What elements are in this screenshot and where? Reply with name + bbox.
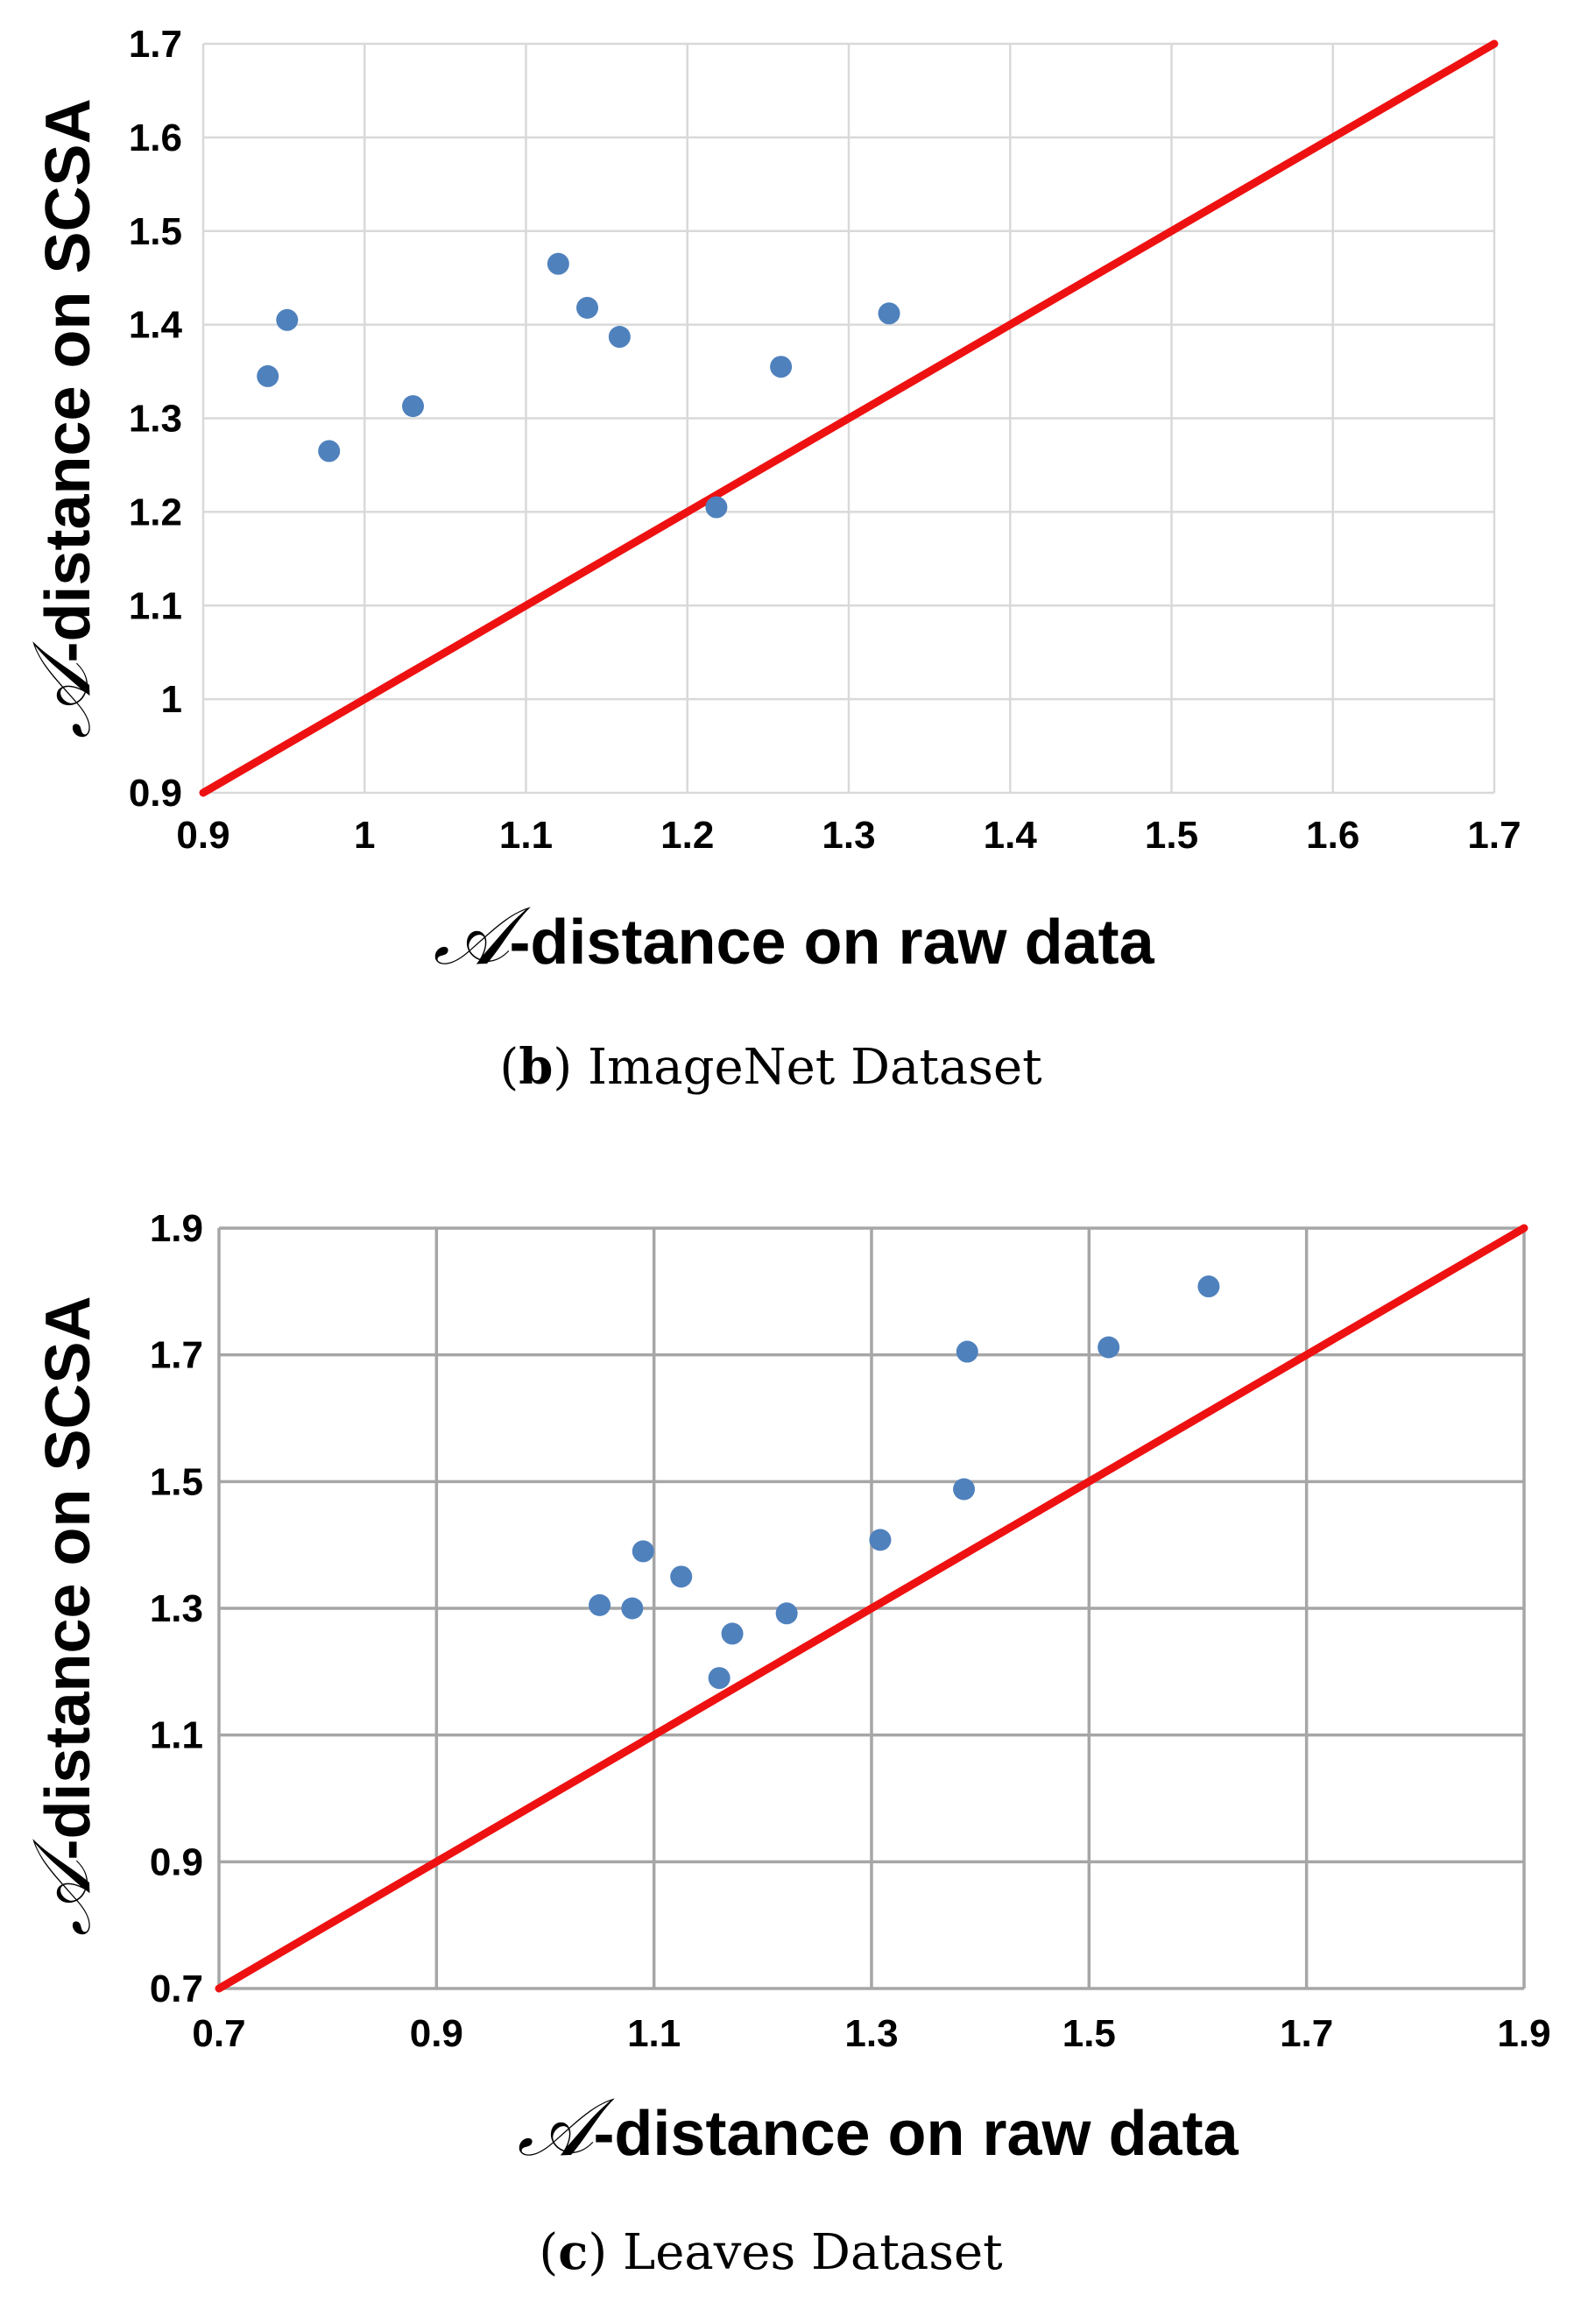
- y-axis-title: 𝒜-distance on SCSA: [15, 1296, 109, 1936]
- data-point: [318, 440, 341, 463]
- y-tick-label: 0.9: [129, 772, 182, 815]
- y-tick-label: 1.3: [150, 1587, 203, 1630]
- caption-title: ImageNet Dataset: [588, 1039, 1042, 1096]
- x-axis-title-text: -distance on raw data: [509, 908, 1154, 978]
- x-tick-label: 1.5: [1062, 2012, 1116, 2055]
- data-point: [705, 496, 728, 519]
- data-point: [775, 1602, 798, 1625]
- data-point: [670, 1565, 693, 1588]
- x-tick-labels: 0.7 0.9 1.1 1.3 1.5 1.7 1.9: [192, 2012, 1550, 2055]
- caption-title: Leaves Dataset: [623, 2224, 1003, 2281]
- y-tick-label: 1.3: [129, 398, 182, 441]
- x-tick-label: 0.9: [410, 2012, 463, 2055]
- data-point: [953, 1478, 976, 1501]
- data-point: [402, 395, 425, 418]
- data-point: [257, 364, 279, 387]
- x-axis-title-text: -distance on raw data: [593, 2099, 1239, 2169]
- data-point: [1097, 1336, 1120, 1359]
- y-tick-labels: 0.7 0.9 1.1 1.3 1.5 1.7 1.9: [150, 1207, 203, 2010]
- x-tick-label: 1.1: [627, 2012, 681, 2055]
- y-tick-label: 1.7: [129, 23, 182, 66]
- data-points: [257, 252, 900, 519]
- chart-panel-c: 0.7 0.9 1.1 1.3 1.5 1.7 1.9 0.7 0.9 1.1 1.3 1.5 1.7 1…: [15, 1207, 1551, 2281]
- y-tick-label: 1.9: [150, 1207, 203, 1250]
- y-tick-labels: 0.9 1 1.1 1.2 1.3 1.4 1.5 1.6 1.7: [129, 23, 183, 815]
- caption-paren-open: (: [539, 2224, 558, 2281]
- x-tick-label: 0.7: [192, 2012, 245, 2055]
- y-axis-title: 𝒜-distance on SCSA: [15, 98, 109, 738]
- caption-paren-close: ): [553, 1039, 588, 1096]
- data-point: [708, 1667, 730, 1690]
- data-point: [878, 302, 900, 325]
- data-point: [632, 1540, 654, 1563]
- figure-caption: (c) Leaves Dataset: [539, 2223, 1003, 2281]
- y-tick-label: 1.6: [129, 117, 182, 159]
- reference-line-y-equals-x: [215, 1224, 1528, 1993]
- x-tick-label: 1.3: [844, 2012, 898, 2055]
- x-tick-label: 1.7: [1280, 2012, 1333, 2055]
- caption-paren-open: (: [499, 1039, 519, 1096]
- y-axis-title-text: -distance on SCSA: [33, 98, 103, 662]
- caption-paren-close: ): [588, 2224, 623, 2281]
- y-tick-label: 1.5: [129, 210, 182, 253]
- reference-line-y-equals-x: [199, 39, 1499, 797]
- y-axis-title-text: -distance on SCSA: [33, 1296, 103, 1860]
- caption-panel-label: b: [519, 1038, 553, 1096]
- x-axis-title: 𝒜-distance on raw data: [433, 889, 1154, 983]
- data-points: [589, 1275, 1220, 1690]
- data-point: [1197, 1275, 1220, 1298]
- data-point: [589, 1593, 611, 1616]
- x-tick-labels: 0.9 1 1.1 1.2 1.3 1.4 1.5 1.6 1.7: [176, 814, 1521, 857]
- data-point: [869, 1529, 892, 1551]
- y-tick-label: 1.1: [129, 584, 182, 627]
- x-axis-title: 𝒜-distance on raw data: [517, 2080, 1239, 2174]
- x-tick-label: 1.7: [1467, 814, 1521, 857]
- x-tick-label: 1.1: [499, 814, 553, 857]
- x-tick-label: 1.6: [1306, 814, 1359, 857]
- y-tick-label: 1.1: [150, 1714, 203, 1757]
- x-tick-label: 1.5: [1145, 814, 1198, 857]
- data-point: [721, 1622, 744, 1645]
- x-tick-label: 1.9: [1497, 2012, 1550, 2055]
- y-tick-label: 1.2: [129, 491, 182, 533]
- x-tick-label: 1.2: [660, 814, 714, 857]
- data-point: [276, 308, 299, 331]
- data-point: [576, 296, 599, 319]
- y-tick-label: 0.9: [150, 1840, 203, 1883]
- figure-caption: (b) ImageNet Dataset: [499, 1038, 1042, 1096]
- caption-panel-label: c: [558, 2223, 588, 2281]
- data-point: [956, 1340, 978, 1363]
- data-point: [621, 1597, 644, 1620]
- data-point: [608, 326, 631, 349]
- y-tick-label: 1.7: [150, 1334, 203, 1377]
- y-tick-label: 1.5: [150, 1460, 203, 1503]
- chart-panel-b: 0.9 1 1.1 1.2 1.3 1.4 1.5 1.6 1.7 0.9 1 1.1 1.2 1.3 1.…: [15, 23, 1521, 1096]
- x-tick-label: 1.3: [822, 814, 875, 857]
- y-tick-label: 1.4: [129, 304, 183, 347]
- data-point: [547, 252, 569, 275]
- x-tick-label: 0.9: [176, 814, 229, 857]
- y-tick-label: 0.7: [150, 1967, 203, 2010]
- data-point: [770, 356, 793, 378]
- y-tick-label: 1: [161, 678, 182, 721]
- x-tick-label: 1: [354, 814, 375, 857]
- x-tick-label: 1.4: [984, 814, 1038, 857]
